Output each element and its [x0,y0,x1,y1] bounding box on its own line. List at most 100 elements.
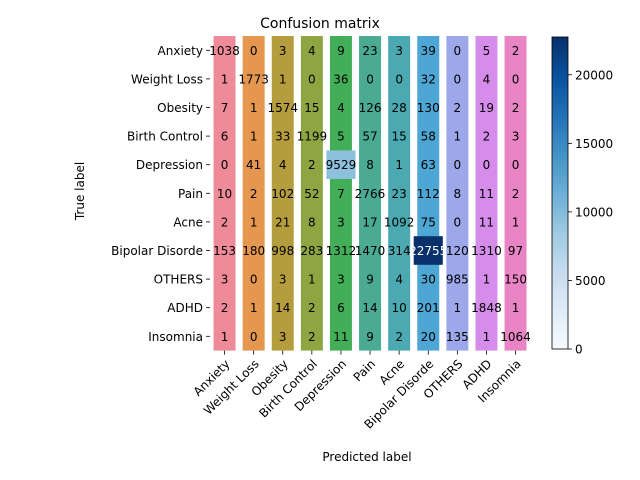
cell-value: 1773 [238,72,269,86]
cell-value: 14 [275,301,290,315]
cell-value: 0 [250,330,258,344]
cell-value: 1 [250,130,258,144]
cell-value: 20 [421,330,436,344]
cell-value: 39 [421,44,436,58]
cell-value: 1038 [209,44,240,58]
y-axis-label: True label [73,162,87,221]
cell-value: 4 [483,72,491,86]
cell-value: 9 [366,330,374,344]
cell-value: 75 [421,215,436,229]
cell-value: 10 [392,301,407,315]
bar-adhd [475,36,498,351]
colorbar [551,36,569,350]
cell-value: 3 [279,273,287,287]
cell-value: 0 [483,158,491,172]
cell-value: 5 [337,130,345,144]
cell-value: 30 [421,273,436,287]
bar-others [446,36,469,351]
cell-value: 1 [454,130,462,144]
cell-value: 3 [337,273,345,287]
cell-value: 150 [504,273,527,287]
y-tick-label: Insomnia [148,330,203,344]
cell-value: 0 [454,72,462,86]
cell-value: 1848 [471,301,502,315]
y-tick-label: Weight Loss [131,72,203,86]
cell-values: 1038 0 3 4 9 23 3 39 0 5 21 1773 1 0 36 0 0 32 0 4 07 1 1574 15… [209,44,531,344]
cell-value: 2 [454,101,462,115]
cell-value: 58 [421,130,436,144]
cell-value: 6 [221,130,229,144]
colorbar-tick-label: 15000 [575,137,613,151]
bar-acne [388,36,411,351]
cell-value: 1092 [384,215,415,229]
cell-value: 57 [362,130,377,144]
cell-value: 4 [279,158,287,172]
cell-value: 15 [304,101,319,115]
cell-value: 2 [308,330,316,344]
cell-value: 19 [479,101,494,115]
cell-value: 0 [250,44,258,58]
cell-value: 5 [483,44,491,58]
cell-value: 6 [337,301,345,315]
cell-value: 3 [279,330,287,344]
y-tick-label: Depression [136,158,203,172]
cell-value: 1 [221,72,229,86]
cell-value: 1 [221,330,229,344]
cell-value: 135 [446,330,469,344]
bar-pain [359,36,382,351]
y-tick-label: Acne [173,215,203,229]
cell-value: 0 [454,44,462,58]
x-axis-label: Predicted label [322,450,411,464]
cell-value: 102 [271,187,294,201]
cell-value: 9529 [326,158,357,172]
cell-value: 11 [333,330,348,344]
cell-value: 1574 [267,101,298,115]
cell-value: 11 [479,187,494,201]
bar-birth-control [300,36,323,351]
cell-value: 1 [250,215,258,229]
cell-value: 1470 [355,244,386,258]
cell-value: 201 [417,301,440,315]
cell-value: 7 [337,187,345,201]
cell-value: 9 [337,44,345,58]
cell-value: 283 [300,244,323,258]
cell-value: 15 [392,130,407,144]
cell-value: 2 [308,158,316,172]
colorbar-ticks: 0 5000 10000 15000 20000 [568,68,613,357]
cell-value: 4 [308,44,316,58]
cell-value: 21 [275,215,290,229]
colorbar-tick-label: 10000 [575,205,613,219]
cell-value: 3 [337,215,345,229]
cell-value: 1 [250,301,258,315]
bar-depression [329,36,352,351]
cell-value: 4 [337,101,345,115]
bar-weight-loss [242,36,265,351]
y-tick-label: Bipolar Disorde [111,244,203,258]
cell-value: 28 [392,101,407,115]
colorbar-tick-label: 5000 [575,274,606,288]
cell-value: 11 [479,215,494,229]
prediction-bars [213,36,527,351]
cell-value: 0 [512,158,520,172]
cell-value: 153 [213,244,236,258]
cell-value: 998 [271,244,294,258]
heat-cell [326,150,356,179]
cell-value: 1199 [297,130,328,144]
cell-value: 32 [421,72,436,86]
cell-value: 0 [250,273,258,287]
cell-value: 4 [395,273,403,287]
x-tick-label: Pain [351,357,379,385]
cell-value: 2 [221,215,229,229]
colorbar-tick-label: 20000 [575,68,613,82]
cell-value: 22755 [409,244,447,258]
cell-value: 8 [454,187,462,201]
cell-value: 2 [308,301,316,315]
bar-obesity [271,36,294,351]
heat-cell [413,236,443,265]
cell-value: 2 [512,187,520,201]
cell-value: 0 [221,158,229,172]
cell-value: 1312 [326,244,357,258]
cell-value: 41 [246,158,261,172]
cell-value: 52 [304,187,319,201]
cell-value: 1 [308,273,316,287]
